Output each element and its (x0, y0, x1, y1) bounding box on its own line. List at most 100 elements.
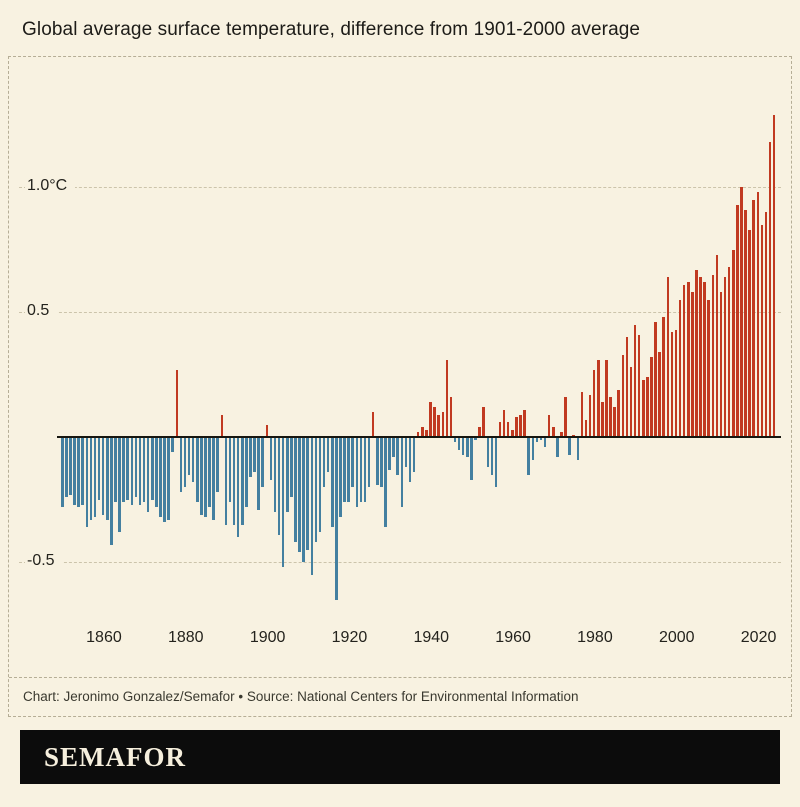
bar (138, 437, 142, 505)
bar (167, 437, 170, 520)
footer-bar: SEMAFOR (20, 730, 780, 784)
bar (449, 397, 453, 437)
bar (547, 414, 551, 437)
bar (650, 357, 653, 437)
bar (326, 437, 330, 472)
y-tick-label: -0.5 (25, 552, 63, 571)
x-tick-label: 1920 (331, 629, 368, 646)
bar (249, 437, 252, 477)
bar (97, 437, 101, 500)
y-tick-label: 1.0°C (25, 177, 76, 196)
bar (506, 422, 510, 437)
bar (294, 437, 297, 542)
bar (564, 397, 567, 437)
bar (760, 224, 764, 437)
x-tick-label: 1980 (577, 629, 613, 646)
semafor-logo: SEMAFOR (44, 741, 186, 772)
bar (392, 437, 395, 457)
bar (421, 427, 424, 437)
bar (110, 437, 113, 545)
bar (171, 437, 174, 452)
bar (531, 437, 535, 460)
bar (298, 437, 301, 552)
bar (715, 254, 719, 437)
bar (691, 292, 694, 437)
bar (519, 414, 522, 437)
bar (457, 437, 461, 450)
bar (335, 437, 338, 600)
y-gridline (19, 312, 781, 313)
bar (232, 437, 236, 525)
bar (183, 437, 187, 487)
bar (155, 437, 158, 507)
bar (584, 419, 588, 437)
bar (539, 437, 543, 440)
bar (482, 407, 485, 437)
bar (380, 437, 383, 487)
bar (731, 249, 735, 437)
bar (437, 414, 440, 437)
bar (670, 332, 674, 437)
bar (277, 437, 281, 535)
bar (257, 437, 260, 510)
bar (641, 379, 645, 437)
plot-area: 1.0°C 0.5 -0.5 1860 1880 1900 1920 1940 1960 1980… (9, 57, 791, 677)
bar (502, 409, 506, 437)
bar (106, 437, 109, 520)
bar (613, 407, 616, 437)
bar (126, 437, 129, 500)
bar (723, 277, 727, 437)
bar (224, 437, 228, 525)
bar (744, 209, 747, 437)
bar (396, 437, 400, 475)
bar (236, 437, 240, 537)
bar (523, 409, 526, 437)
bar (355, 437, 359, 507)
bar (318, 437, 322, 532)
bar (212, 437, 215, 520)
bar (617, 389, 620, 437)
bar (404, 437, 408, 467)
bar (363, 437, 367, 502)
bar (371, 412, 375, 437)
bar (310, 437, 314, 575)
credit-line: Chart: Jeronimo Gonzalez/Semafor • Sourc… (9, 677, 791, 716)
bar (772, 114, 776, 437)
x-tick-label: 2020 (740, 629, 777, 646)
bar (654, 322, 657, 437)
bar (674, 329, 678, 437)
bar (629, 367, 633, 437)
bar (376, 437, 379, 485)
bar (515, 417, 518, 437)
bar (568, 437, 571, 455)
bar (359, 437, 363, 502)
bar (445, 359, 449, 437)
bar (588, 394, 592, 437)
bar (159, 437, 162, 517)
bar (163, 437, 166, 522)
bar (73, 437, 76, 505)
x-tick-label: 1940 (413, 629, 450, 646)
bar (281, 437, 285, 567)
bar (343, 437, 346, 502)
bar (302, 437, 305, 562)
bar (433, 407, 436, 437)
bar (490, 437, 494, 475)
bar (191, 437, 195, 482)
bar (658, 352, 661, 437)
bar (633, 324, 637, 437)
bar (727, 267, 731, 437)
bar (81, 437, 84, 505)
bar (527, 437, 530, 475)
bar (703, 282, 706, 437)
zero-axis (57, 436, 781, 438)
bar (204, 437, 207, 517)
bar (253, 437, 256, 472)
bar (101, 437, 105, 515)
bar (216, 437, 219, 492)
x-tick-label: 1960 (495, 629, 531, 646)
x-tick-label: 1900 (249, 629, 286, 646)
bar (425, 429, 428, 437)
bar (478, 427, 481, 437)
bar (637, 334, 641, 437)
